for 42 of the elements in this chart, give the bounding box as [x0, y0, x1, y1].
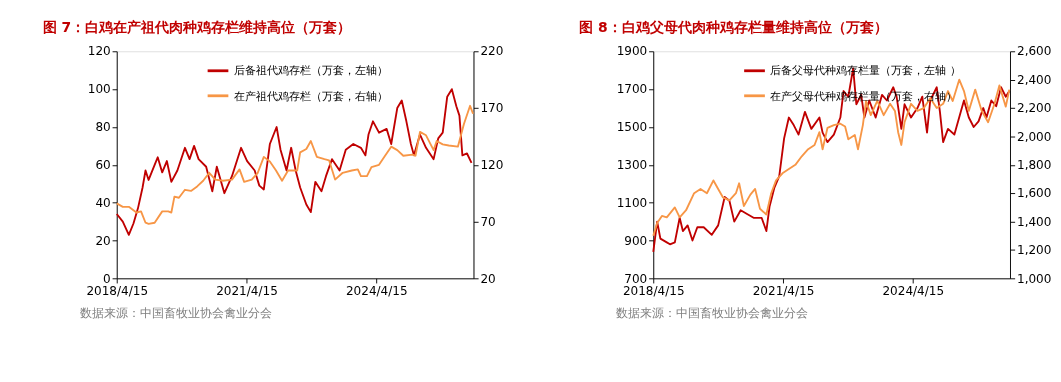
- y-tick-label: 120: [87, 44, 111, 59]
- y2-tick-label: 220: [480, 44, 504, 59]
- line-series: [115, 104, 474, 225]
- y-tick-label: 0: [103, 271, 111, 286]
- y2-tick-label: 70: [480, 214, 496, 229]
- y2-tick-label: 120: [480, 158, 504, 172]
- y-tick-label: 20: [95, 233, 111, 248]
- y2-tick-label: 1,600: [1016, 186, 1052, 201]
- legend-label: 在产祖代鸡存栏（万套，右轴）: [233, 89, 388, 103]
- y2-tick-label: 1,800: [1016, 158, 1052, 172]
- y-tick-label: 40: [95, 195, 111, 210]
- y2-tick-label: 2,000: [1016, 129, 1052, 144]
- x-tick-label: 2021/4/15: [216, 283, 278, 298]
- y2-tick-label: 20: [480, 271, 496, 286]
- x-tick-label: 2021/4/15: [752, 283, 815, 298]
- y2-tick-label: 2,200: [1016, 101, 1052, 116]
- x-tick-label: 2018/4/15: [86, 283, 149, 298]
- y-tick-label: 1300: [616, 158, 648, 172]
- y2-tick-label: 2,400: [1016, 72, 1052, 87]
- y-tick-label: 1100: [616, 195, 648, 210]
- chart-title: 图 7：白鸡在产祖代肉种鸡存栏维持高位（万套）: [42, 18, 352, 35]
- y2-tick-label: 1,000: [1016, 271, 1052, 286]
- chart-title: 图 8：白鸡父母代肉种鸡存栏量维持高位（万套）: [579, 18, 888, 35]
- legend-label: 后备祖代鸡存栏（万套，左轴）: [233, 64, 388, 78]
- source-note: 数据来源：中国畜牧业协会禽业分会: [616, 306, 809, 321]
- y-tick-label: 700: [624, 271, 648, 286]
- y2-tick-label: 1,200: [1016, 243, 1052, 258]
- x-tick-label: 2024/4/15: [882, 283, 945, 298]
- y-tick-label: 80: [95, 120, 111, 135]
- y2-tick-label: 170: [480, 101, 504, 116]
- source-note: 数据来源：中国畜牧业协会禽业分会: [79, 306, 272, 321]
- y-tick-label: 60: [95, 158, 111, 172]
- y-tick-label: 1700: [616, 82, 648, 97]
- x-tick-label: 2024/4/15: [345, 283, 408, 298]
- y-tick-label: 900: [624, 233, 648, 248]
- line-series: [115, 88, 473, 236]
- y-tick-label: 1500: [616, 120, 648, 135]
- y-tick-label: 100: [87, 82, 111, 97]
- y2-tick-label: 2,600: [1016, 44, 1052, 59]
- y-tick-label: 1900: [616, 44, 648, 59]
- x-tick-label: 2018/4/15: [622, 283, 685, 298]
- y2-tick-label: 1,400: [1016, 214, 1052, 229]
